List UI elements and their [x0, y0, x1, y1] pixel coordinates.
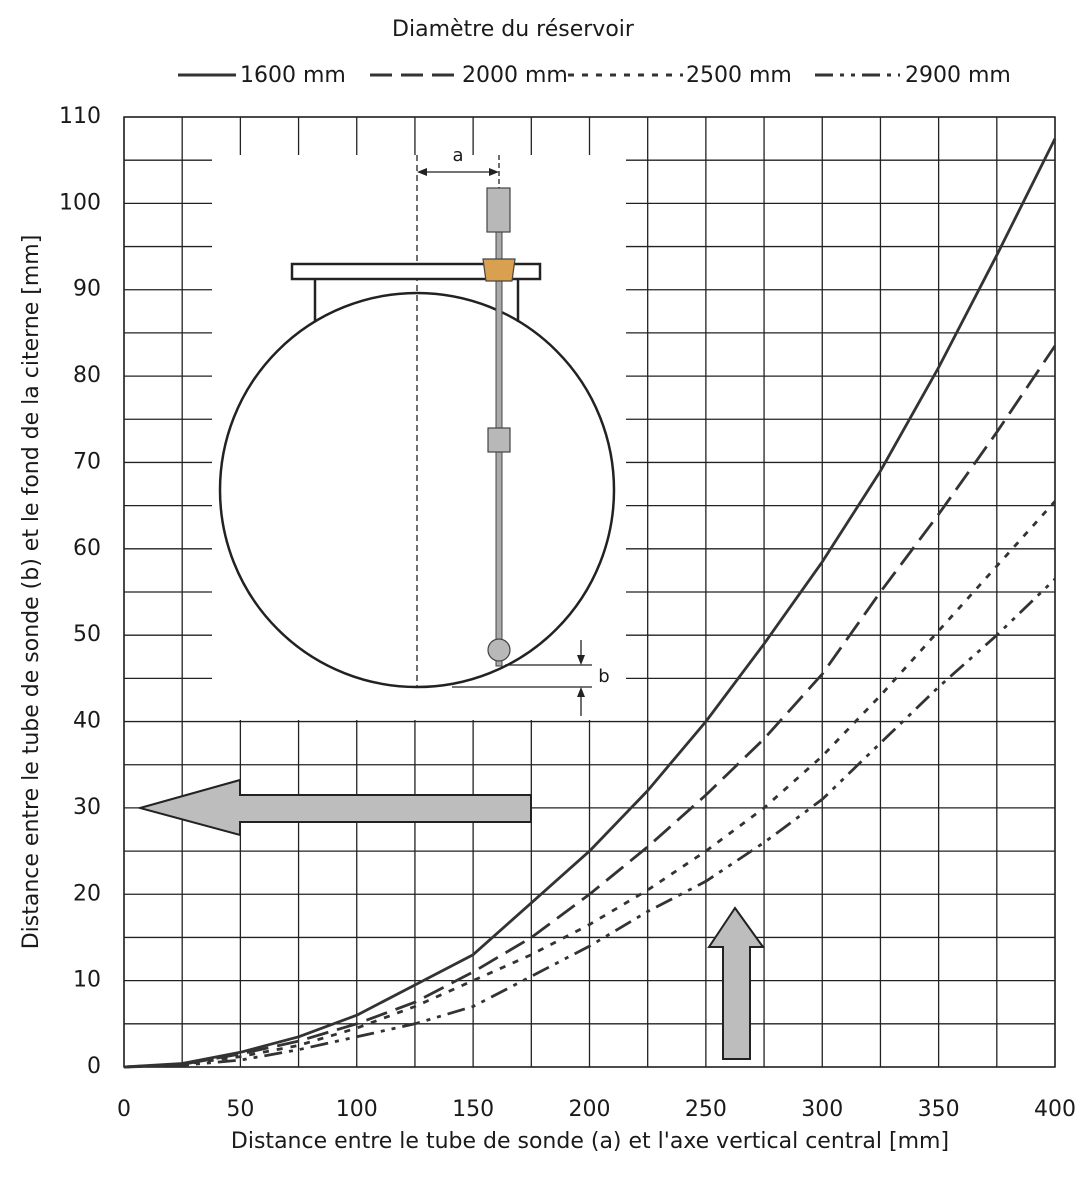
legend-label: 1600 mm — [240, 63, 346, 88]
y-tick-label: 0 — [87, 1054, 101, 1079]
y-tick-label: 60 — [73, 536, 101, 561]
x-tick-label: 300 — [801, 1097, 843, 1122]
legend-label: 2500 mm — [686, 63, 792, 88]
series-line — [123, 500, 1057, 1069]
y-tick-label: 90 — [73, 277, 101, 302]
x-tick-label: 50 — [226, 1097, 254, 1122]
probe-float — [487, 427, 511, 453]
top-plate — [290, 262, 542, 281]
arrow-head — [489, 168, 499, 176]
curves — [123, 137, 1057, 1069]
y-tick-label: 30 — [73, 795, 101, 820]
legend-label: 2000 mm — [462, 63, 568, 88]
y-axis-label: Distance entre le tube de sonde (b) et l… — [19, 235, 44, 950]
annotation-a: a — [452, 145, 463, 166]
y-tick-label: 20 — [73, 881, 101, 906]
arrow-head — [577, 655, 585, 665]
probe-fitting — [482, 258, 516, 282]
y-tick-label: 50 — [73, 622, 101, 647]
x-tick-label: 100 — [336, 1097, 378, 1122]
y-tick-label: 80 — [73, 363, 101, 388]
x-axis-label: Distance entre le tube de sonde (a) et l… — [231, 1129, 949, 1154]
reading-arrow-up — [707, 906, 765, 1060]
y-tick-label: 70 — [73, 449, 101, 474]
x-tick-label: 200 — [569, 1097, 611, 1122]
probe-ball — [487, 638, 511, 662]
x-tick-label: 400 — [1034, 1097, 1076, 1122]
plot-border — [123, 116, 1056, 1068]
tank — [218, 291, 616, 689]
series-line — [123, 577, 1056, 1069]
annotation-b: b — [598, 666, 609, 687]
reading-arrow-left — [136, 778, 532, 837]
x-tick-label: 150 — [452, 1097, 494, 1122]
arrow-head — [417, 168, 427, 176]
x-tick-label: 0 — [117, 1097, 131, 1122]
series-line — [123, 137, 1057, 1069]
y-tick-label: 110 — [59, 104, 101, 129]
x-tick-label: 250 — [685, 1097, 727, 1122]
y-tick-label: 100 — [59, 190, 101, 215]
legend: 1600 mm 2000 mm 2500 mm 2900 mm — [178, 63, 1011, 88]
probe-head — [486, 187, 511, 233]
inset-background — [212, 155, 626, 720]
y-tick-label: 10 — [73, 968, 101, 993]
legend-title: Diamètre du réservoir — [392, 17, 635, 42]
arrow-head — [577, 687, 585, 697]
series-line — [123, 345, 1057, 1069]
y-tick-label: 40 — [73, 709, 101, 734]
legend-label: 2900 mm — [905, 63, 1011, 88]
x-tick-label: 350 — [918, 1097, 960, 1122]
tank-diagram: a b — [212, 145, 626, 720]
